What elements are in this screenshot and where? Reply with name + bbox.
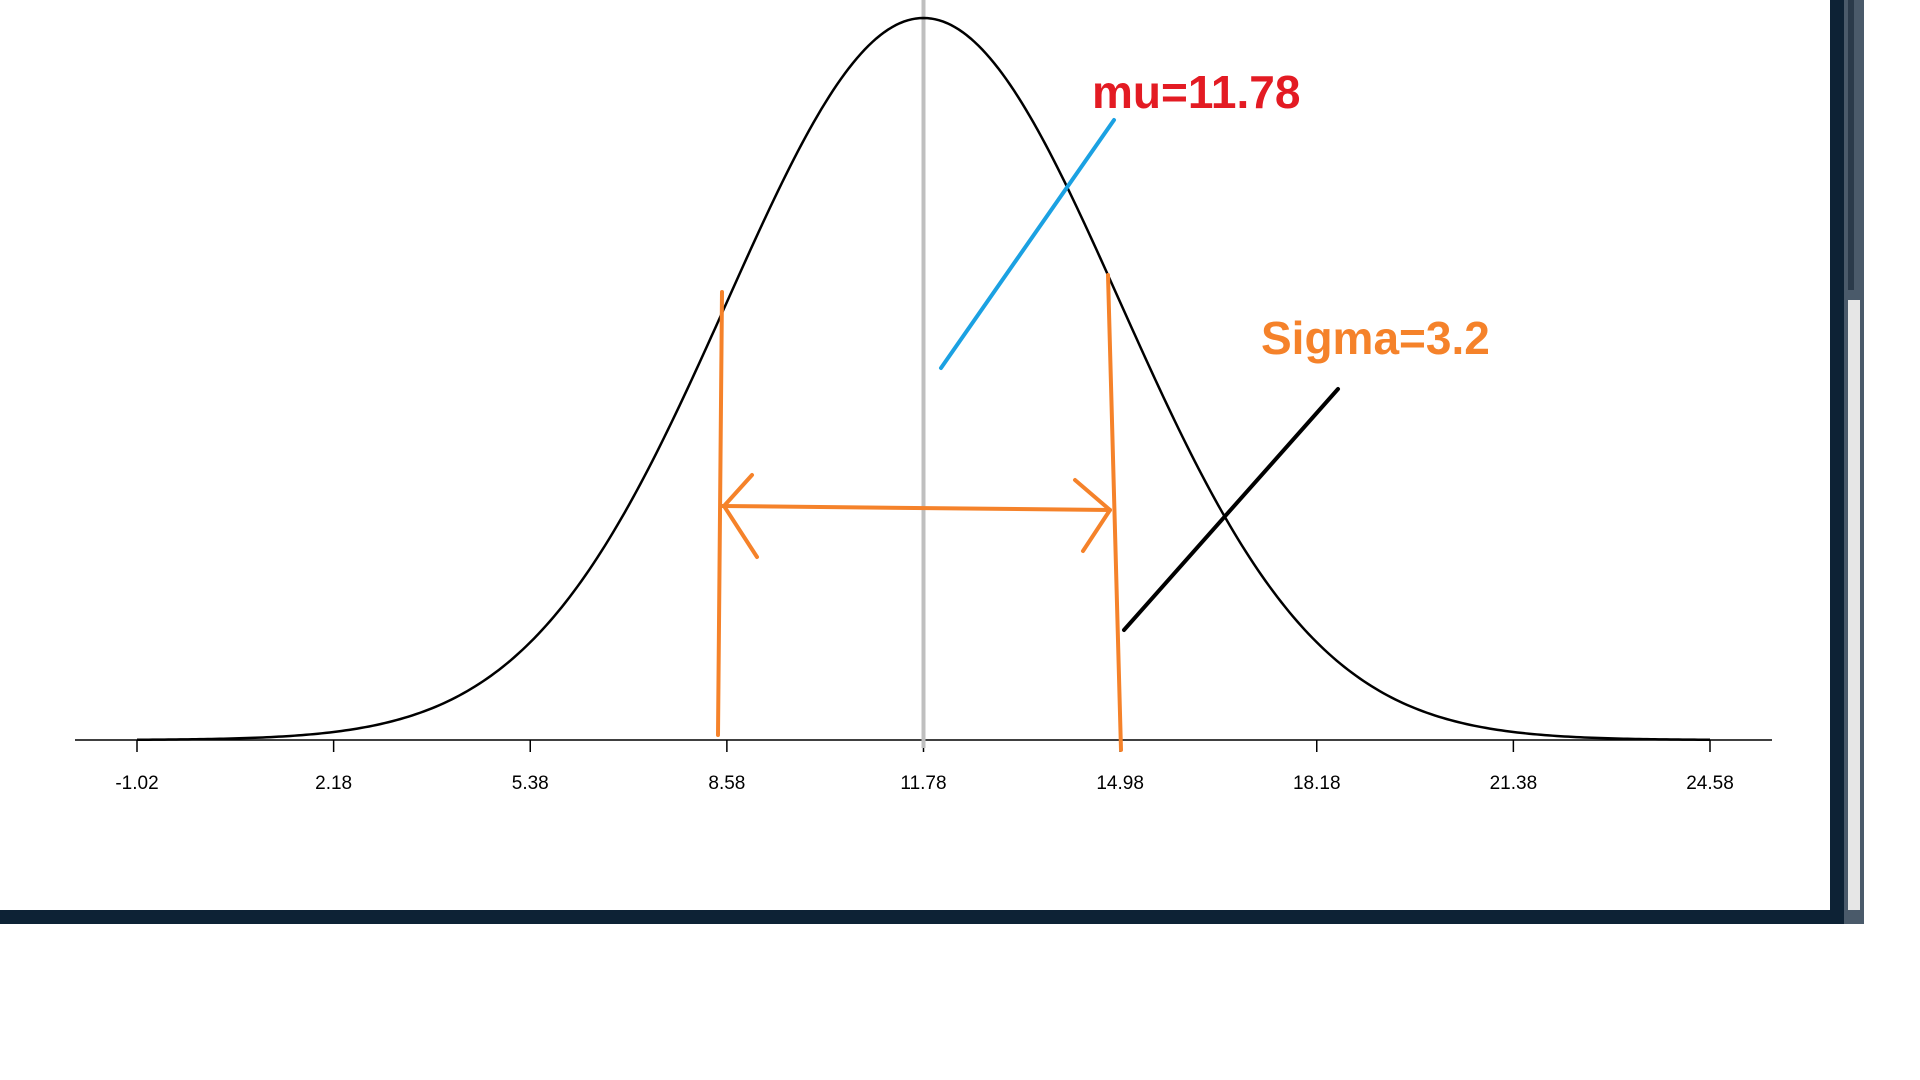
mu-label: mu=11.78 [1092,66,1300,118]
x-tick-label-4: 11.78 [900,773,946,794]
x-tick-label-6: 18.18 [1293,773,1341,794]
x-tick-label-3: 8.58 [708,773,745,794]
sigma-arrow-left-head [722,473,759,559]
x-tick-label-8: 24.58 [1686,773,1734,794]
x-tick-label-2: 5.38 [512,773,549,794]
window-right-border [1830,0,1844,924]
density-curve [136,16,1711,742]
sigma-arrow-right-head [1073,478,1112,553]
mu-pointer-line [939,118,1116,370]
x-axis-tick-labels: -1.02 2.18 5.38 8.58 11.78 14.98 18.18 21.38 24.… [115,773,1733,794]
scrollbar-thumb-upper[interactable] [1848,0,1854,290]
sigma-annotation [716,273,1123,752]
sigma-left-marker [716,290,724,737]
sigma-right-marker [1106,273,1123,752]
x-tick-label-5: 14.98 [1096,773,1144,794]
window-bottom-border [0,910,1860,924]
scrollbar-thumb[interactable] [1848,300,1860,910]
sigma-span-arrow [720,504,1112,512]
x-tick-label-1: 2.18 [315,773,352,794]
x-tick-label-0: -1.02 [115,773,158,794]
sigma-label: Sigma=3.2 [1261,312,1490,364]
sigma-pointer-line [1122,387,1340,632]
x-tick-label-7: 21.38 [1490,773,1538,794]
